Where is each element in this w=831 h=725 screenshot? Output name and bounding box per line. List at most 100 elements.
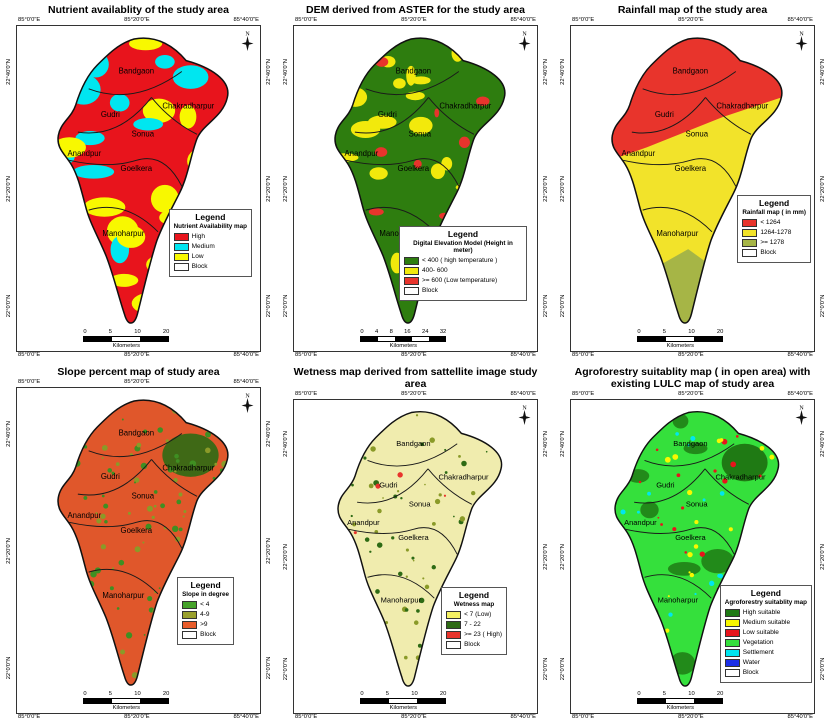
legend-label: 4-9	[200, 611, 210, 619]
lon-label: 85°20'0"E	[678, 714, 704, 720]
legend-swatch	[173, 243, 189, 251]
lat-label: 22°20'0"N	[542, 543, 549, 570]
lon-label: 85°40'0"E	[233, 379, 259, 386]
legend-item: Low	[173, 253, 247, 261]
panel-title: Nutrient availablity of the study area	[48, 4, 229, 16]
lat-labels-right: 22°40'0"N 22°20'0"N 22°0'0"N	[541, 400, 550, 713]
legend-item: High suitable	[724, 609, 807, 617]
map-area: 85°0'0"E 85°20'0"E 85°40'0"E 85°0'0"E 85°20'…	[281, 391, 550, 722]
lon-label: 85°20'0"E	[124, 17, 150, 24]
legend-swatch	[446, 621, 462, 629]
legend-label: Vegetation	[742, 639, 774, 647]
map-frame: Bandgaon Gudri Chakradharpur Sonua Anandpur G…	[16, 387, 261, 714]
legend-swatch	[173, 233, 189, 241]
map-frame: Bandgaon Gudri Chakradharpur Sonua Anandpur G…	[570, 399, 815, 714]
legend-subtitle: Wetness map	[453, 601, 495, 609]
map-graphic-wetness: Bandgaon Gudri Chakradharpur Sonua Anandpur G…	[337, 411, 503, 687]
scale-tick: 5	[385, 691, 390, 697]
legend-label: Medium	[191, 243, 215, 251]
map-panel-nutrient: Nutrient availablity of the study area 85…	[0, 0, 277, 362]
block-label: Goelkera	[675, 164, 707, 173]
lon-labels-bottom: 85°0'0"E 85°20'0"E 85°40'0"E	[572, 352, 813, 360]
legend-item: < 400 ( high temperature )	[404, 257, 522, 265]
block-label: Goelkera	[398, 533, 429, 542]
block-label: Anandpur	[344, 149, 378, 158]
lon-labels-top: 85°0'0"E 85°20'0"E 85°40'0"E	[18, 379, 259, 387]
legend-swatch	[724, 609, 740, 617]
scale-bar-segments	[637, 698, 724, 704]
lon-labels-top: 85°0'0"E 85°20'0"E 85°40'0"E	[572, 391, 813, 399]
legend: Legend Slope in degree < 4 4-9 >9 Block	[177, 577, 234, 645]
lat-label: 22°20'0"N	[542, 175, 549, 202]
scale-tick: 0	[360, 329, 364, 335]
legend-swatch	[173, 263, 189, 271]
map-panel-slope: Slope percent map of study area 85°0'0"E 8…	[0, 362, 277, 724]
lat-label: 22°20'0"N	[265, 175, 272, 202]
lon-label: 85°20'0"E	[678, 352, 704, 358]
lon-label: 85°40'0"E	[233, 714, 259, 720]
legend-label: Low suitable	[742, 629, 779, 637]
panel-title: Slope percent map of study area	[57, 366, 220, 378]
lon-label: 85°20'0"E	[401, 352, 427, 358]
lat-label: 22°0'0"N	[282, 657, 289, 681]
legend: Legend Wetness map < 7 (Low) 7 - 22 >= 23 ( …	[441, 587, 507, 655]
legend-item: >= 1278	[742, 239, 806, 247]
north-arrow-icon: N	[517, 403, 532, 431]
legend-swatch	[724, 619, 740, 627]
block-label: Chakradharpur	[715, 472, 766, 481]
map-area: 85°0'0"E 85°20'0"E 85°40'0"E 85°0'0"E 85°20'…	[558, 17, 827, 360]
scale-tick: 10	[688, 691, 695, 697]
legend-item: Medium suitable	[724, 619, 807, 627]
lon-labels-bottom: 85°0'0"E 85°20'0"E 85°40'0"E	[572, 714, 813, 722]
legend-swatch	[724, 669, 740, 677]
scale-tick: 10	[134, 691, 141, 697]
scale-tick: 0	[637, 691, 641, 697]
map-panel-rainfall: Rainfall map of the study area 85°0'0"E 85…	[554, 0, 831, 362]
lat-label: 22°40'0"N	[819, 431, 826, 457]
scale-tick: 20	[716, 329, 724, 335]
legend-label: Block	[742, 669, 759, 677]
scale-tick: 5	[662, 691, 667, 697]
scale-bar: 0 5 10 20 Kilometers	[637, 329, 724, 349]
block-label: Manoharpur	[102, 591, 144, 600]
scale-bar-segments	[360, 698, 447, 704]
svg-text:N: N	[799, 31, 804, 37]
scale-bar: 0 5 10 20 Kilometers	[360, 691, 447, 711]
lon-label: 85°0'0"E	[572, 17, 595, 24]
lon-label: 85°20'0"E	[124, 379, 150, 386]
block-label: Anandpur	[624, 518, 657, 527]
legend-label: Block	[200, 631, 217, 639]
lat-label: 22°0'0"N	[819, 294, 826, 317]
lat-label: 22°20'0"N	[5, 175, 12, 202]
map-panel-wetness: Wetness map derived from sattellite imag…	[277, 362, 554, 724]
scale-bar: 0 5 10 20 Kilometers	[83, 329, 170, 349]
lat-labels-right: 22°40'0"N 22°20'0"N 22°0'0"N	[541, 26, 550, 351]
panel-title: DEM derived from ASTER for the study are…	[306, 4, 525, 16]
legend-title: Legend	[447, 228, 479, 239]
svg-text:N: N	[522, 31, 527, 37]
lon-label: 85°20'0"E	[124, 352, 150, 358]
legend-label: >= 23 ( High)	[464, 631, 502, 639]
block-label: Chakradharpur	[162, 463, 214, 472]
map-frame: Bandgaon Gudri Chakradharpur Sonua Anandpur G…	[293, 25, 538, 352]
legend-title: Legend	[195, 212, 226, 223]
legend-swatch	[404, 287, 419, 295]
legend-swatch	[182, 631, 198, 639]
lon-label: 85°20'0"E	[678, 391, 704, 398]
lat-labels-left: 22°40'0"N 22°20'0"N 22°0'0"N	[558, 26, 567, 351]
legend-label: 1264-1278	[760, 229, 792, 237]
lat-label: 22°40'0"N	[819, 58, 826, 85]
scale-tick: 5	[108, 691, 113, 697]
lat-label: 22°40'0"N	[282, 431, 289, 457]
lon-label: 85°0'0"E	[572, 714, 595, 720]
lon-labels-top: 85°0'0"E 85°20'0"E 85°40'0"E	[572, 17, 813, 25]
scale-tick: 20	[162, 329, 170, 335]
block-label: Anandpur	[621, 149, 655, 158]
lat-label: 22°40'0"N	[265, 58, 272, 85]
lat-label: 22°0'0"N	[265, 656, 272, 679]
svg-text:N: N	[245, 393, 250, 399]
lon-label: 85°20'0"E	[678, 17, 704, 24]
block-label: Sonua	[132, 130, 155, 139]
legend-label: < 4	[200, 601, 210, 609]
